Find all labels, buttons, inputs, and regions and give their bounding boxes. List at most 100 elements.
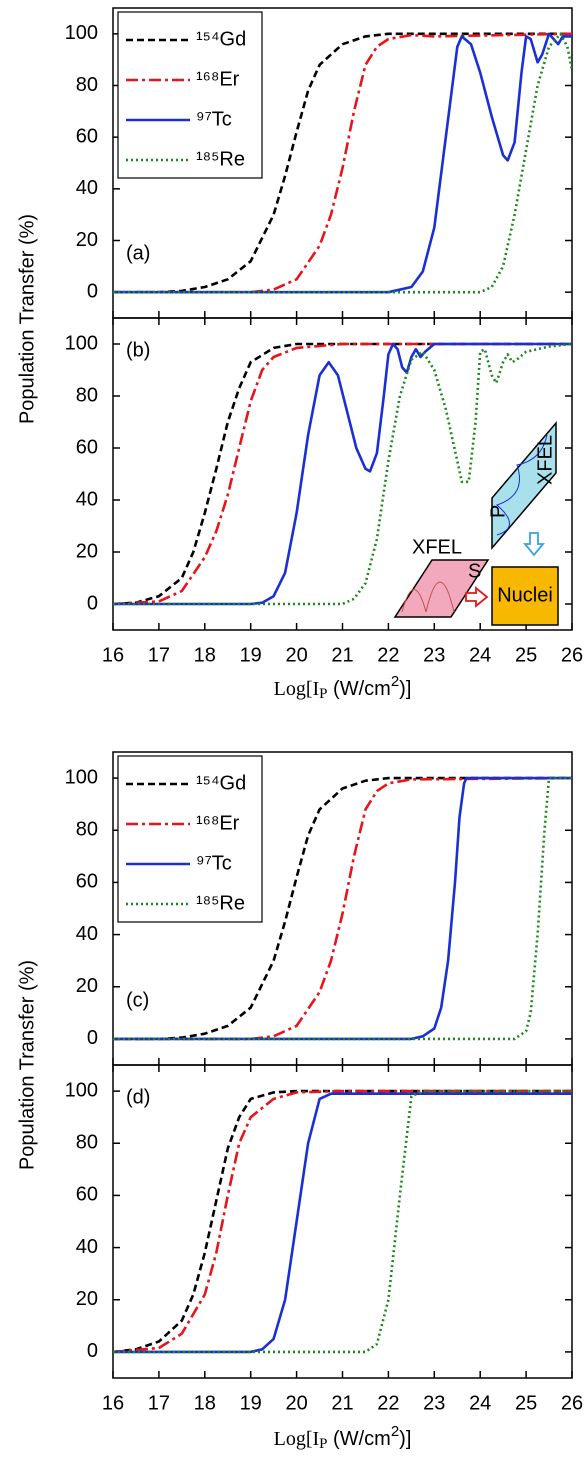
y-tick-label: 20: [76, 540, 98, 562]
panel-label: (c): [126, 989, 149, 1011]
plot-area: [113, 776, 572, 1041]
y-tick-label: 100: [65, 1079, 98, 1101]
inset-wave: [496, 434, 548, 536]
panel-label: (d): [126, 1086, 150, 1108]
series-line: [113, 32, 572, 294]
y-tick-label: 40: [76, 488, 98, 510]
series-line: [113, 1089, 572, 1354]
inset-pulse-p: [491, 420, 557, 551]
x-tick-label: 21: [331, 1392, 353, 1414]
y-axis-label: Population Transfer (%): [16, 214, 38, 424]
y-tick-label: 40: [76, 177, 98, 199]
x-tick-label: 21: [331, 644, 353, 666]
y-tick-label: 20: [76, 1288, 98, 1310]
y-tick-label: 80: [76, 384, 98, 406]
y-tick-label: 80: [76, 819, 98, 841]
x-axis-label-part: 2: [391, 1423, 399, 1440]
y-tick-label: 100: [65, 332, 98, 354]
inset-arrow: [523, 532, 545, 557]
series-line: [113, 776, 572, 1041]
panel-label: (a): [126, 242, 150, 264]
series-line: [113, 776, 572, 1041]
inset-text: Nuclei: [497, 584, 553, 606]
x-tick-label: 25: [515, 1392, 537, 1414]
x-axis-label-part: 2: [391, 673, 399, 690]
x-tick-label: 23: [423, 644, 445, 666]
series-line: [113, 32, 572, 294]
x-tick-label: 17: [148, 644, 170, 666]
x-tick-label: 19: [240, 644, 262, 666]
y-tick-label: 0: [87, 1027, 98, 1049]
legend-label: ¹⁶⁸Er: [196, 68, 240, 90]
series-line: [113, 32, 572, 294]
x-tick-label: 16: [102, 644, 124, 666]
legend-label: ⁹⁷Tc: [196, 852, 232, 874]
inset-nuclei-box: [491, 566, 559, 626]
x-tick-label: 23: [423, 1392, 445, 1414]
y-tick-label: 60: [76, 1184, 98, 1206]
x-axis-label-part: P: [319, 686, 327, 702]
series-line: [113, 342, 572, 606]
y-tick-label: 40: [76, 1236, 98, 1258]
x-tick-label: 22: [377, 644, 399, 666]
inset-pulse-s: [393, 559, 490, 618]
y-tick-label: 20: [76, 975, 98, 997]
y-axis-label: Population Transfer (%): [16, 960, 38, 1170]
plot-area: [113, 32, 572, 294]
x-tick-label: 17: [148, 1392, 170, 1414]
series-line: [113, 32, 572, 294]
y-tick-label: 100: [65, 766, 98, 788]
x-axis-label-part: (W/cm: [328, 678, 391, 700]
inset-text: S: [468, 560, 481, 582]
legend-label: ¹⁵⁴Gd: [196, 28, 246, 50]
y-tick-label: 60: [76, 125, 98, 147]
x-tick-label: 16: [102, 1392, 124, 1414]
plot-area: [113, 342, 572, 606]
legend-label: ¹⁶⁸Er: [196, 812, 240, 834]
x-tick-label: 18: [194, 644, 216, 666]
plot-area: [113, 1089, 572, 1354]
x-tick-label: 20: [285, 644, 307, 666]
legend-label: ¹⁸⁵Re: [196, 148, 245, 170]
x-tick-label: 19: [240, 1392, 262, 1414]
x-axis-label: Log[IP (W/cm2)]: [274, 1423, 412, 1451]
x-tick-label: 26: [561, 644, 583, 666]
y-tick-label: 60: [76, 436, 98, 458]
y-tick-label: 60: [76, 871, 98, 893]
x-tick-label: 24: [469, 1392, 491, 1414]
series-line: [113, 342, 572, 606]
y-tick-label: 100: [65, 22, 98, 44]
x-tick-label: 22: [377, 1392, 399, 1414]
legend-label: ⁹⁷Tc: [196, 108, 232, 130]
inset-text: XFEL: [412, 536, 462, 558]
y-tick-label: 20: [76, 229, 98, 251]
x-tick-label: 18: [194, 1392, 216, 1414]
panel-label: (b): [126, 339, 150, 361]
x-axis-label-part: )]: [399, 1428, 411, 1450]
inset-text: XFEL: [534, 435, 556, 485]
series-line: [113, 1089, 572, 1354]
y-tick-label: 80: [76, 74, 98, 96]
x-axis-label-part: Log[I: [274, 1428, 320, 1450]
x-tick-label: 25: [515, 644, 537, 666]
legend-label: ¹⁵⁴Gd: [196, 772, 246, 794]
x-tick-label: 24: [469, 644, 491, 666]
x-tick-label: 20: [285, 1392, 307, 1414]
y-tick-label: 80: [76, 1132, 98, 1154]
y-tick-label: 0: [87, 280, 98, 302]
series-line: [113, 776, 572, 1041]
x-axis-label-part: P: [319, 1436, 327, 1452]
y-tick-label: 0: [87, 1340, 98, 1362]
series-line: [113, 1089, 572, 1354]
series-line: [113, 342, 572, 606]
inset-text: P: [487, 505, 509, 518]
series-line: [113, 1092, 572, 1354]
x-axis-label: Log[IP (W/cm2)]: [274, 673, 412, 701]
series-line: [113, 342, 572, 606]
inset-arrow: [465, 586, 489, 608]
y-tick-label: 40: [76, 923, 98, 945]
inset-wave: [401, 581, 455, 613]
y-tick-label: 0: [87, 592, 98, 614]
x-axis-label-part: Log[I: [274, 678, 320, 700]
